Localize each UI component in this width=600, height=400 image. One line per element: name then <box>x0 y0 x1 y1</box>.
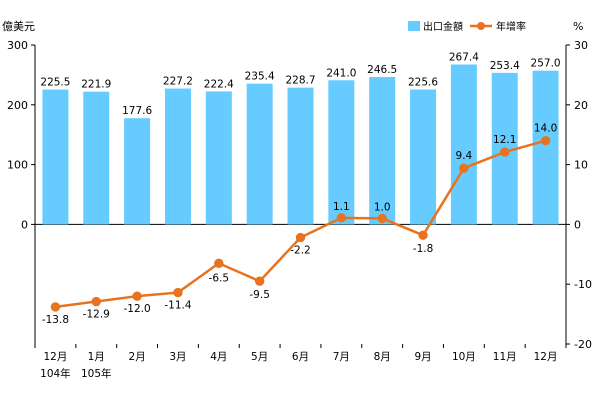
year-label: 105年 <box>81 367 112 380</box>
bar <box>124 118 151 225</box>
left-tick-label: 200 <box>7 99 28 112</box>
bar-value-label: 267.4 <box>449 51 479 63</box>
right-tick-label: 30 <box>574 39 588 52</box>
growth-point <box>50 302 61 312</box>
category-label: 1月 <box>88 351 105 363</box>
right-tick-label: 10 <box>574 159 588 172</box>
growth-point <box>540 135 551 146</box>
growth-point <box>91 296 101 307</box>
bar-value-label: 253.4 <box>490 60 520 72</box>
right-tick-label: -10 <box>574 278 592 291</box>
right-axis-unit: % <box>573 20 583 33</box>
bar-value-label: 235.4 <box>245 71 275 83</box>
left-tick-label: 100 <box>7 159 28 172</box>
legend-swatch-exports <box>408 21 420 31</box>
category-label: 12月 <box>43 351 67 363</box>
bar <box>369 76 396 225</box>
bar <box>246 83 273 225</box>
legend-marker-growth <box>477 22 485 30</box>
line-value-label: -2.2 <box>290 245 311 257</box>
line-value-label: 1.0 <box>374 201 391 213</box>
category-label: 12月 <box>534 351 558 363</box>
bar <box>328 80 355 225</box>
category-label: 4月 <box>210 351 227 363</box>
growth-point <box>336 213 347 223</box>
left-axis-unit: 億美元 <box>2 20 35 33</box>
line-value-label: -9.5 <box>249 289 270 301</box>
bar-value-label: 228.7 <box>285 75 315 87</box>
category-label: 7月 <box>333 351 350 363</box>
legend-label-exports: 出口金額 <box>423 20 463 33</box>
category-label: 10月 <box>452 351 476 363</box>
line-value-label: -11.4 <box>164 300 191 312</box>
bar <box>42 89 69 225</box>
line-value-label: 12.1 <box>493 134 516 146</box>
legend: 出口金額 年增率 <box>408 20 526 33</box>
line-value-label: -6.5 <box>209 272 230 284</box>
line-value-label: -13.8 <box>42 314 69 326</box>
line-value-label: -12.0 <box>124 303 151 315</box>
bar-value-label: 225.5 <box>40 77 70 89</box>
category-label: 2月 <box>129 351 146 363</box>
growth-point <box>295 232 306 243</box>
bar <box>532 70 559 225</box>
right-tick-label: 0 <box>574 218 581 231</box>
bar-value-label: 225.6 <box>408 76 438 88</box>
right-tick-label: 20 <box>574 99 588 112</box>
year-label: 104年 <box>40 367 71 380</box>
bar <box>164 88 191 225</box>
bar <box>410 89 437 225</box>
category-label: 5月 <box>251 351 268 363</box>
growth-point <box>418 230 428 240</box>
line-value-label: 14.0 <box>534 123 557 135</box>
bar-value-label: 257.0 <box>531 58 561 70</box>
bar-value-label: 221.9 <box>81 79 111 91</box>
growth-point <box>500 147 510 157</box>
category-label: 9月 <box>414 351 431 363</box>
growth-line <box>50 135 551 312</box>
category-label: 6月 <box>292 351 309 363</box>
growth-point <box>459 163 469 173</box>
bar-value-label: 222.4 <box>204 78 234 90</box>
left-tick-label: 300 <box>7 39 28 52</box>
bar-value-label: 227.2 <box>163 76 193 88</box>
line-value-label: 9.4 <box>456 150 473 162</box>
right-tick-label: -20 <box>574 338 592 351</box>
bars <box>42 64 559 225</box>
bar-value-label: 177.6 <box>122 105 152 117</box>
growth-point <box>132 291 142 301</box>
legend-label-growth: 年增率 <box>496 20 526 33</box>
bar <box>83 91 110 225</box>
bar-value-label: 246.5 <box>367 64 397 76</box>
category-label: 11月 <box>493 351 517 363</box>
growth-point <box>173 287 183 298</box>
line-value-label: 1.1 <box>333 201 350 213</box>
bar <box>287 87 314 225</box>
data-labels: 225.5 221.9 177.6 227.2 222.4 235.4 228.7 241.0… <box>40 51 560 325</box>
growth-point <box>377 213 387 224</box>
line-value-label: -12.9 <box>83 309 110 321</box>
growth-point <box>214 258 224 268</box>
category-label: 8月 <box>374 351 391 363</box>
bar <box>205 91 232 225</box>
left-tick-label: 0 <box>21 218 28 231</box>
bar <box>450 64 477 225</box>
line-value-label: -1.8 <box>413 243 434 255</box>
category-label: 3月 <box>169 351 186 363</box>
bar-value-label: 241.0 <box>326 67 356 79</box>
growth-point <box>254 276 265 286</box>
